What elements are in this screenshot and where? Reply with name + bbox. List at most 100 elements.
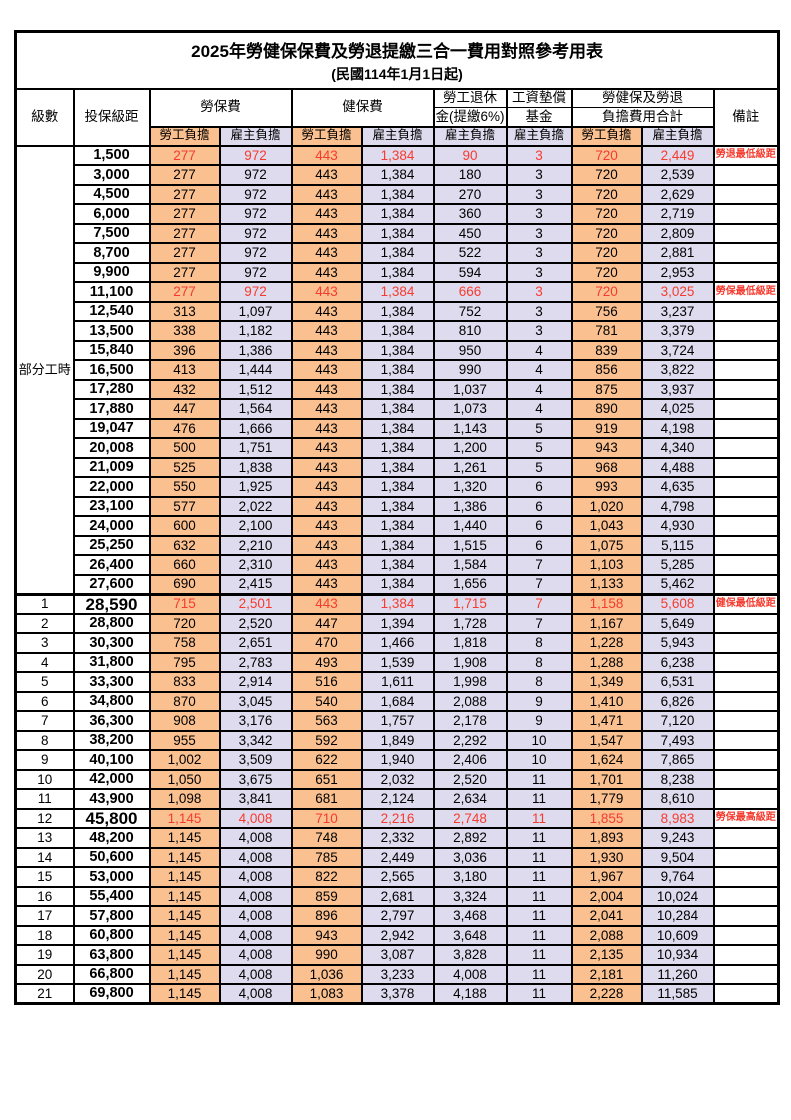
value-cell: 3,822 xyxy=(640,359,715,381)
value-cell: 10,609 xyxy=(640,924,715,946)
remark-cell xyxy=(712,203,780,225)
value-cell: 1,384 xyxy=(360,437,435,459)
value-cell: 2,942 xyxy=(360,924,435,946)
value-cell: 1,384 xyxy=(360,144,435,166)
table-row: 7 36,300 908 3,176 563 1,757 2,178 9 1,471 7,120 xyxy=(14,710,780,732)
value-cell: 522 xyxy=(432,242,508,264)
bracket-cell: 42,000 xyxy=(72,768,151,790)
value-cell: 875 xyxy=(570,378,643,400)
value-cell: 1,037 xyxy=(432,378,508,400)
value-cell: 4,008 xyxy=(218,983,293,1005)
value-cell: 470 xyxy=(290,632,363,654)
value-cell: 810 xyxy=(432,320,508,342)
value-cell: 9,504 xyxy=(640,846,715,868)
value-cell: 720 xyxy=(570,242,643,264)
remark-cell xyxy=(712,710,780,732)
remark-cell xyxy=(712,359,780,381)
remark-cell xyxy=(712,261,780,283)
level-cell: 18 xyxy=(14,924,75,946)
value-cell: 2,881 xyxy=(640,242,715,264)
value-cell: 2,449 xyxy=(640,144,715,166)
value-cell: 1,145 xyxy=(148,866,221,888)
value-cell: 3 xyxy=(505,183,573,205)
bracket-cell: 36,300 xyxy=(72,710,151,732)
value-cell: 2,310 xyxy=(218,554,293,576)
value-cell: 10 xyxy=(505,749,573,771)
value-cell: 972 xyxy=(218,281,293,303)
value-cell: 859 xyxy=(290,885,363,907)
table-row: 25,250 632 2,210 443 1,384 1,515 6 1,075 5,115 xyxy=(16,534,780,556)
value-cell: 1,838 xyxy=(218,456,293,478)
value-cell: 2,783 xyxy=(218,651,293,673)
value-cell: 4,635 xyxy=(640,476,715,498)
bracket-cell: 28,590 xyxy=(72,592,151,615)
level-cell: 12 xyxy=(14,807,75,829)
value-cell: 4,008 xyxy=(218,807,293,829)
value-cell: 443 xyxy=(290,339,363,361)
bracket-cell: 33,300 xyxy=(72,671,151,693)
value-cell: 785 xyxy=(290,846,363,868)
subheader-health-employer: 雇主負擔 xyxy=(360,125,435,147)
document-page: 2025年勞健保保費及勞退提繳三合一費用對照參考用表 (民國114年1月1日起)… xyxy=(14,30,781,1005)
bracket-cell: 22,000 xyxy=(72,476,151,498)
value-cell: 2,634 xyxy=(432,788,508,810)
table-row: 24,000 600 2,100 443 1,384 1,440 6 1,043 4,930 xyxy=(16,515,780,537)
remark-cell xyxy=(712,183,780,205)
level-cell: 10 xyxy=(14,768,75,790)
value-cell: 11 xyxy=(505,944,573,966)
header-total-line2: 負擔費用合計 xyxy=(570,107,715,128)
value-cell: 2,124 xyxy=(360,788,435,810)
value-cell: 270 xyxy=(432,183,508,205)
bracket-cell: 23,100 xyxy=(72,495,151,517)
bracket-cell: 40,100 xyxy=(72,749,151,771)
value-cell: 715 xyxy=(148,592,221,615)
value-cell: 1,539 xyxy=(360,651,435,673)
remark-cell xyxy=(712,885,780,907)
bracket-cell: 6,000 xyxy=(72,203,151,225)
level-cell: 11 xyxy=(14,788,75,810)
bracket-cell: 13,500 xyxy=(72,320,151,342)
table-row: 11 43,900 1,098 3,841 681 2,124 2,634 11 1,779 8,… xyxy=(14,788,780,810)
remark-cell xyxy=(712,222,780,244)
value-cell: 10 xyxy=(505,729,573,751)
value-cell: 443 xyxy=(290,592,363,615)
remark-cell: 勞保最高級距 xyxy=(712,807,780,829)
value-cell: 1,967 xyxy=(570,866,643,888)
value-cell: 10,934 xyxy=(640,944,715,966)
value-cell: 447 xyxy=(290,612,363,634)
table-row: 7,500 277 972 443 1,384 450 3 720 2,809 xyxy=(16,222,780,244)
value-cell: 3 xyxy=(505,144,573,166)
value-cell: 443 xyxy=(290,437,363,459)
value-cell: 2,719 xyxy=(640,203,715,225)
level-cell: 4 xyxy=(14,651,75,673)
table-row: 21 69,800 1,145 4,008 1,083 3,378 4,188 11 2,228… xyxy=(14,983,780,1005)
value-cell: 856 xyxy=(570,359,643,381)
value-cell: 822 xyxy=(290,866,363,888)
value-cell: 1,103 xyxy=(570,554,643,576)
value-cell: 443 xyxy=(290,515,363,537)
value-cell: 972 xyxy=(218,183,293,205)
value-cell: 1,908 xyxy=(432,651,508,673)
value-cell: 1,751 xyxy=(218,437,293,459)
value-cell: 833 xyxy=(148,671,221,693)
value-cell: 2,501 xyxy=(218,592,293,615)
remark-cell xyxy=(712,671,780,693)
value-cell: 950 xyxy=(432,339,508,361)
bracket-cell: 38,200 xyxy=(72,729,151,751)
bracket-cell: 48,200 xyxy=(72,827,151,849)
value-cell: 443 xyxy=(290,495,363,517)
bracket-cell: 9,900 xyxy=(72,261,151,283)
value-cell: 2,181 xyxy=(570,963,643,985)
remark-cell xyxy=(712,515,780,537)
bracket-cell: 3,000 xyxy=(72,164,151,186)
value-cell: 1,584 xyxy=(432,554,508,576)
value-cell: 1,440 xyxy=(432,515,508,537)
table-row: 9 40,100 1,002 3,509 622 1,940 2,406 10 1,624 7,8… xyxy=(14,749,780,771)
value-cell: 1,384 xyxy=(360,222,435,244)
value-cell: 9 xyxy=(505,710,573,732)
value-cell: 338 xyxy=(148,320,221,342)
remark-cell xyxy=(712,905,780,927)
value-cell: 1,020 xyxy=(570,495,643,517)
remark-cell xyxy=(712,437,780,459)
value-cell: 443 xyxy=(290,456,363,478)
